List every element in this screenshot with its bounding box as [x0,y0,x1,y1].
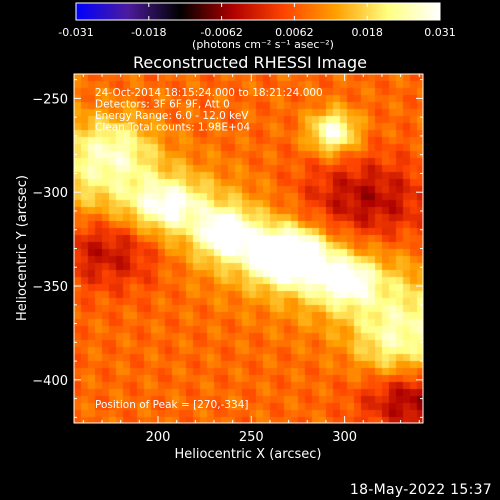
colorbar: -0.031 -0.018 -0.0062 0.0062 0.018 0.031 (pho… [58,2,456,51]
axis-ticks: 200 250 300 −250 −300 −350 −400 [32,74,423,445]
plot-area: 200 250 300 −250 −300 −350 −400 24-Oct-2014 18… [32,73,424,445]
y-tick-label: −350 [32,280,68,295]
colorbar-tick-label: 0.018 [351,26,383,39]
colorbar-tick-label: -0.031 [58,26,93,39]
x-axis-label: Heliocentric X (arcsec) [175,447,322,462]
annotation-line: 24-Oct-2014 18:15:24.000 to 18:21:24.000 [95,87,323,99]
peak-label: Position of Peak = [270,-334] [95,399,249,411]
colorbar-gradient [75,2,441,21]
annotation-line: Energy Range: 6.0 - 12.0 keV [95,110,249,122]
y-axis-label: Heliocentric Y (arcsec) [15,175,30,321]
annotations: 24-Oct-2014 18:15:24.000 to 18:21:24.000… [95,87,323,134]
chart-title: Reconstructed RHESSI Image [133,53,367,72]
colorbar-tick-label: 0.031 [424,26,456,39]
colorbar-label: (photons cm⁻² s⁻¹ asec⁻²) [192,38,334,51]
y-tick-label: −300 [32,186,68,201]
y-tick-label: −400 [32,374,68,389]
colorbar-tick-label: -0.018 [131,26,166,39]
x-tick-label: 300 [332,430,357,445]
y-tick-label: −250 [32,92,68,107]
heatmap-canvas [74,74,423,423]
colorbar-ticks: -0.031 -0.018 -0.0062 0.0062 0.018 0.031 [58,3,456,39]
annotation-line: Detectors: 3F 6F 9F, Att 0 [95,99,230,111]
colorbar-tick-label: -0.0062 [200,26,242,39]
x-tick-label: 250 [239,430,264,445]
x-tick-label: 200 [146,430,171,445]
annotation-line: Clean Total counts: 1.98E+04 [95,122,250,134]
colorbar-tick-label: 0.0062 [275,26,314,39]
footer-date: 18-May-2022 15:37 [349,482,492,498]
